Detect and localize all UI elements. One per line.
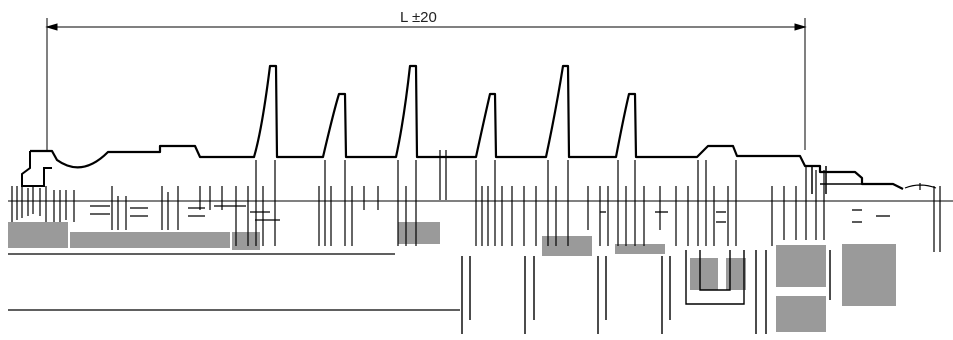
shaft-end-cap [21, 151, 52, 187]
length-dimension [45, 18, 807, 150]
length-dimension-label: L ±20 [400, 9, 437, 26]
section-hatching [8, 222, 896, 332]
section-lines [11, 150, 941, 252]
shaft-outline [30, 64, 904, 190]
detail-marks [8, 205, 890, 311]
lower-section-fragments [461, 250, 831, 334]
bearing-seat [811, 166, 862, 194]
arrowhead-right [794, 23, 807, 31]
arrowhead-left [45, 23, 58, 31]
tip-arc [904, 183, 937, 190]
